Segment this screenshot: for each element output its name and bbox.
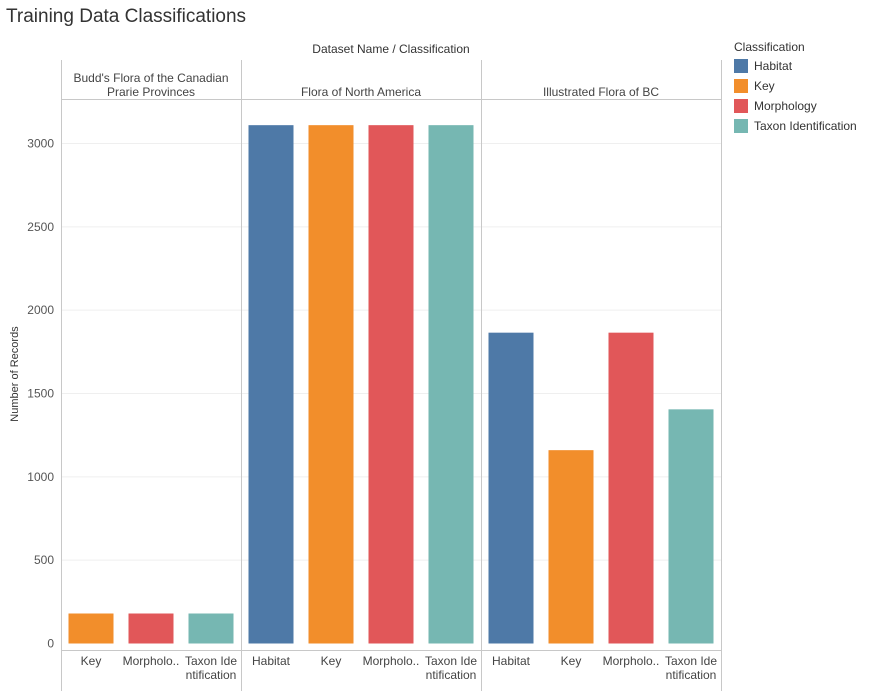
y-tick-label: 500: [34, 553, 54, 567]
legend-item-key[interactable]: Key: [734, 76, 857, 96]
legend-swatch-habitat: [734, 59, 748, 73]
x-tick-label-taxon-identification: Taxon Ide: [185, 654, 237, 668]
x-tick-label-morphology: Morpholo..: [603, 654, 660, 668]
bar-morphology-illustrated-flora-of-bc: [608, 332, 654, 644]
x-tick-label-morphology: Morpholo..: [123, 654, 180, 668]
y-axis-label: Number of Records: [9, 326, 21, 422]
y-tick-label: 1500: [27, 387, 54, 401]
column-header: Dataset Name / Classification: [312, 42, 469, 56]
group-header-illustrated-flora-of-bc: Illustrated Flora of BC: [543, 85, 659, 99]
x-tick-label-taxon-identification: Taxon Ide: [425, 654, 477, 668]
legend-item-habitat[interactable]: Habitat: [734, 56, 857, 76]
bar-morphology-budd-s-flora-of-the-canadian-prarie-provinces: [128, 613, 174, 644]
y-tick-label: 1000: [27, 470, 54, 484]
x-tick-label-key: Key: [561, 654, 582, 668]
chart-title: Training Data Classifications: [6, 6, 247, 27]
bar-taxon-identification-flora-of-north-america: [428, 125, 474, 644]
bar-key-budd-s-flora-of-the-canadian-prarie-provinces: [68, 613, 114, 644]
x-tick-label-key: Key: [321, 654, 342, 668]
x-tick-label-habitat: Habitat: [252, 654, 291, 668]
x-tick-label-morphology: Morpholo..: [363, 654, 420, 668]
x-tick-label-habitat: Habitat: [492, 654, 531, 668]
y-tick-label: 3000: [27, 137, 54, 151]
legend-swatch-morphology: [734, 99, 748, 113]
x-tick-label-taxon-identification: ntification: [186, 668, 237, 682]
x-tick-label-taxon-identification: ntification: [666, 668, 717, 682]
x-tick-label-taxon-identification: Taxon Ide: [665, 654, 717, 668]
legend-swatch-key: [734, 79, 748, 93]
x-tick-label-key: Key: [81, 654, 102, 668]
legend: Classification Habitat Key Morphology Ta…: [734, 40, 857, 136]
legend-label-taxon-identification: Taxon Identification: [754, 119, 857, 133]
x-tick-label-taxon-identification: ntification: [426, 668, 477, 682]
group-header-budd-s-flora-of-the-canadian-prarie-provinces: Prarie Provinces: [107, 85, 195, 99]
bar-habitat-illustrated-flora-of-bc: [488, 332, 534, 644]
legend-title: Classification: [734, 40, 805, 54]
bar-taxon-identification-budd-s-flora-of-the-canadian-prarie-provinces: [188, 613, 234, 644]
bar-morphology-flora-of-north-america: [368, 125, 414, 644]
legend-item-taxon-identification[interactable]: Taxon Identification: [734, 116, 857, 136]
bar-key-illustrated-flora-of-bc: [548, 450, 594, 644]
y-tick-label: 2000: [27, 303, 54, 317]
y-tick-label: 2500: [27, 220, 54, 234]
bar-key-flora-of-north-america: [308, 125, 354, 644]
legend-label-morphology: Morphology: [754, 99, 817, 113]
legend-item-morphology[interactable]: Morphology: [734, 96, 857, 116]
y-tick-label: 0: [47, 637, 54, 651]
legend-swatch-taxon-identification: [734, 119, 748, 133]
legend-label-habitat: Habitat: [754, 59, 793, 73]
group-header-budd-s-flora-of-the-canadian-prarie-provinces: Budd's Flora of the Canadian: [73, 71, 228, 85]
legend-label-key: Key: [754, 79, 775, 93]
bar-taxon-identification-illustrated-flora-of-bc: [668, 409, 714, 644]
group-header-flora-of-north-america: Flora of North America: [301, 85, 421, 99]
bar-habitat-flora-of-north-america: [248, 125, 294, 644]
